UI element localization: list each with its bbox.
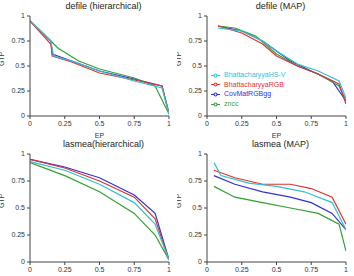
- svg-text:0.75: 0.75: [127, 120, 141, 127]
- svg-text:EP: EP: [272, 132, 282, 138]
- svg-text:1: 1: [21, 12, 25, 19]
- svg-text:0: 0: [198, 258, 202, 265]
- svg-text:GTP: GTP: [177, 193, 182, 208]
- svg-text:1: 1: [167, 266, 171, 273]
- svg-text:1: 1: [21, 150, 25, 157]
- svg-text:0: 0: [198, 112, 202, 119]
- svg-text:0: 0: [205, 120, 209, 127]
- html-text:defile (MAP): defile (MAP): [255, 1, 306, 11]
- svg-text:0.75: 0.75: [188, 177, 202, 184]
- svg-text:0.25: 0.25: [235, 266, 249, 273]
- svg-text:0.5: 0.5: [272, 120, 282, 127]
- svg-text:0.5: 0.5: [192, 204, 202, 211]
- svg-text:0.75: 0.75: [304, 120, 318, 127]
- svg-text:0.5: 0.5: [95, 120, 105, 127]
- svg-text:1: 1: [167, 120, 171, 127]
- html-text:zncc: zncc: [224, 100, 239, 107]
- svg-text:0.25: 0.25: [58, 266, 72, 273]
- svg-text:1: 1: [344, 266, 346, 273]
- svg-text:0: 0: [21, 258, 25, 265]
- svg-text:0.75: 0.75: [11, 37, 25, 44]
- html-text:CovMatRGBgg: CovMatRGBgg: [224, 90, 272, 98]
- svg-text:0: 0: [21, 112, 25, 119]
- svg-text:0.25: 0.25: [235, 120, 249, 127]
- html-text:lasmea(hierarchical): lasmea(hierarchical): [63, 139, 144, 149]
- svg-text:0.75: 0.75: [304, 266, 318, 273]
- html-text:defile (hierarchical): defile (hierarchical): [65, 1, 142, 11]
- html-text:BhattacharyyaRGB: BhattacharyyaRGB: [224, 80, 284, 88]
- svg-text:0.75: 0.75: [127, 266, 141, 273]
- svg-text:0.25: 0.25: [58, 120, 72, 127]
- svg-text:0.5: 0.5: [15, 62, 25, 69]
- svg-text:0.25: 0.25: [188, 231, 202, 238]
- svg-text:1: 1: [344, 120, 346, 127]
- svg-text:0.5: 0.5: [95, 266, 105, 273]
- svg-text:0: 0: [28, 266, 32, 273]
- svg-text:EP: EP: [95, 132, 105, 138]
- svg-text:0.25: 0.25: [11, 231, 25, 238]
- svg-text:0.25: 0.25: [11, 87, 25, 94]
- svg-text:0.75: 0.75: [188, 37, 202, 44]
- svg-text:0: 0: [28, 120, 32, 127]
- svg-text:0.75: 0.75: [11, 177, 25, 184]
- svg-text:1: 1: [198, 12, 202, 19]
- svg-text:0.5: 0.5: [272, 266, 282, 273]
- svg-text:0.5: 0.5: [192, 62, 202, 69]
- svg-text:0.25: 0.25: [188, 87, 202, 94]
- svg-text:0.5: 0.5: [15, 204, 25, 211]
- html-text:lasmea (MAP): lasmea (MAP): [252, 139, 309, 149]
- svg-text:GTP: GTP: [177, 51, 182, 66]
- svg-text:0: 0: [205, 266, 209, 273]
- svg-text:1: 1: [198, 150, 202, 157]
- html-text:BhattacharyyaHS-V: BhattacharyyaHS-V: [224, 71, 286, 78]
